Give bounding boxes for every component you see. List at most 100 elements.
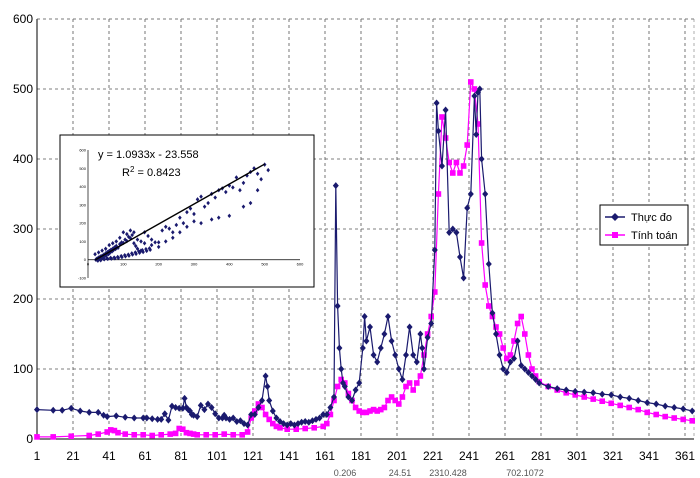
inset-point — [149, 242, 154, 248]
data-point-computed — [277, 425, 283, 431]
data-point-measured — [460, 274, 467, 282]
inset-point — [107, 242, 111, 248]
inset-point — [192, 219, 196, 224]
inset-point — [142, 241, 147, 246]
inset-point — [192, 211, 196, 217]
series-layer — [34, 79, 696, 440]
data-point-computed — [122, 431, 128, 437]
data-point-computed — [471, 86, 478, 92]
inset-point — [110, 241, 115, 246]
data-point-computed — [518, 313, 524, 320]
trendline — [94, 163, 266, 261]
data-point-computed — [34, 434, 40, 440]
x-tick-label: 81 — [174, 449, 188, 463]
x-tick-label: 221 — [423, 449, 443, 463]
y-tick-label: 400 — [13, 152, 33, 166]
data-point-computed — [221, 431, 227, 437]
data-point-computed — [255, 401, 262, 407]
data-point-measured — [518, 362, 525, 369]
data-point-measured — [161, 410, 168, 418]
data-point-computed — [378, 406, 384, 413]
inset-point — [266, 167, 270, 173]
inset-point — [134, 251, 138, 257]
data-point-measured — [244, 421, 251, 429]
inset-point — [185, 224, 189, 229]
data-point-computed — [363, 409, 370, 416]
data-point-measured — [403, 351, 409, 359]
data-point-measured — [485, 260, 492, 268]
data-point-computed — [230, 432, 236, 438]
data-point-measured — [197, 401, 204, 409]
data-point-measured — [424, 334, 431, 341]
data-point-computed — [194, 432, 200, 438]
inset-point — [135, 246, 140, 251]
data-point-measured — [689, 407, 696, 415]
inset-point — [113, 256, 117, 261]
data-point-computed — [486, 303, 492, 309]
inset-point — [163, 224, 168, 229]
r-squared: R2 = 0.8423 — [122, 165, 181, 179]
inset-point — [248, 200, 253, 206]
data-point-computed — [149, 432, 155, 439]
inset-point — [146, 233, 150, 239]
data-point-measured — [662, 402, 669, 410]
data-point-computed — [581, 394, 587, 400]
data-point-computed — [190, 431, 197, 437]
inset-point — [116, 255, 121, 261]
inset-point — [120, 254, 124, 260]
data-point-measured — [395, 365, 402, 373]
data-point-measured — [653, 400, 660, 408]
legend-label-computed: Tính toán — [631, 230, 677, 242]
data-point-computed — [635, 406, 641, 413]
data-point-measured — [489, 309, 496, 317]
data-point-computed — [414, 380, 420, 386]
inset-point — [174, 222, 179, 228]
data-point-measured — [439, 162, 445, 170]
data-point-computed — [514, 320, 521, 327]
data-point-computed — [172, 430, 179, 437]
data-point-computed — [671, 415, 677, 421]
inset-point — [238, 188, 242, 193]
data-point-computed — [311, 425, 317, 431]
x-tick-label: 121 — [243, 449, 263, 463]
y-tick-label: 600 — [13, 12, 33, 26]
inset-point — [137, 250, 142, 255]
inset-point — [118, 235, 122, 240]
data-point-measured — [361, 313, 368, 320]
data-point-computed — [104, 429, 110, 435]
inset-point — [178, 230, 182, 235]
data-point-measured — [385, 313, 391, 320]
inset-trendline — [94, 163, 266, 261]
data-point-computed — [324, 420, 330, 427]
inset-y-tick-label: 500 — [79, 166, 86, 171]
inset-point — [133, 250, 138, 255]
data-point-measured — [86, 408, 93, 416]
r-squared-value: = 0.8423 — [134, 167, 180, 179]
data-point-computed — [500, 345, 506, 351]
data-point-measured — [617, 393, 624, 401]
data-point-computed — [572, 392, 578, 398]
data-point-measured — [323, 411, 330, 418]
data-point-computed — [460, 163, 467, 169]
data-point-measured — [503, 369, 510, 376]
stray-label: 0.206 — [334, 468, 357, 478]
data-point-measured — [336, 344, 343, 352]
data-point-measured — [581, 388, 588, 396]
legend-label-measured: Thực đo — [631, 212, 672, 224]
data-point-computed — [504, 355, 510, 362]
data-point-computed — [367, 408, 373, 414]
data-point-computed — [403, 383, 409, 390]
r-squared-sup: 2 — [130, 165, 135, 174]
data-point-measured — [255, 404, 262, 411]
data-point-measured — [572, 387, 579, 395]
inset-point — [114, 239, 119, 244]
x-tick-label: 201 — [387, 449, 407, 463]
data-point-computed — [108, 427, 114, 433]
data-point-computed — [388, 394, 395, 400]
data-point-measured — [34, 406, 40, 414]
data-point-measured — [635, 397, 642, 404]
data-point-measured — [359, 344, 366, 352]
data-point-measured — [320, 411, 327, 418]
data-point-measured — [259, 397, 265, 404]
